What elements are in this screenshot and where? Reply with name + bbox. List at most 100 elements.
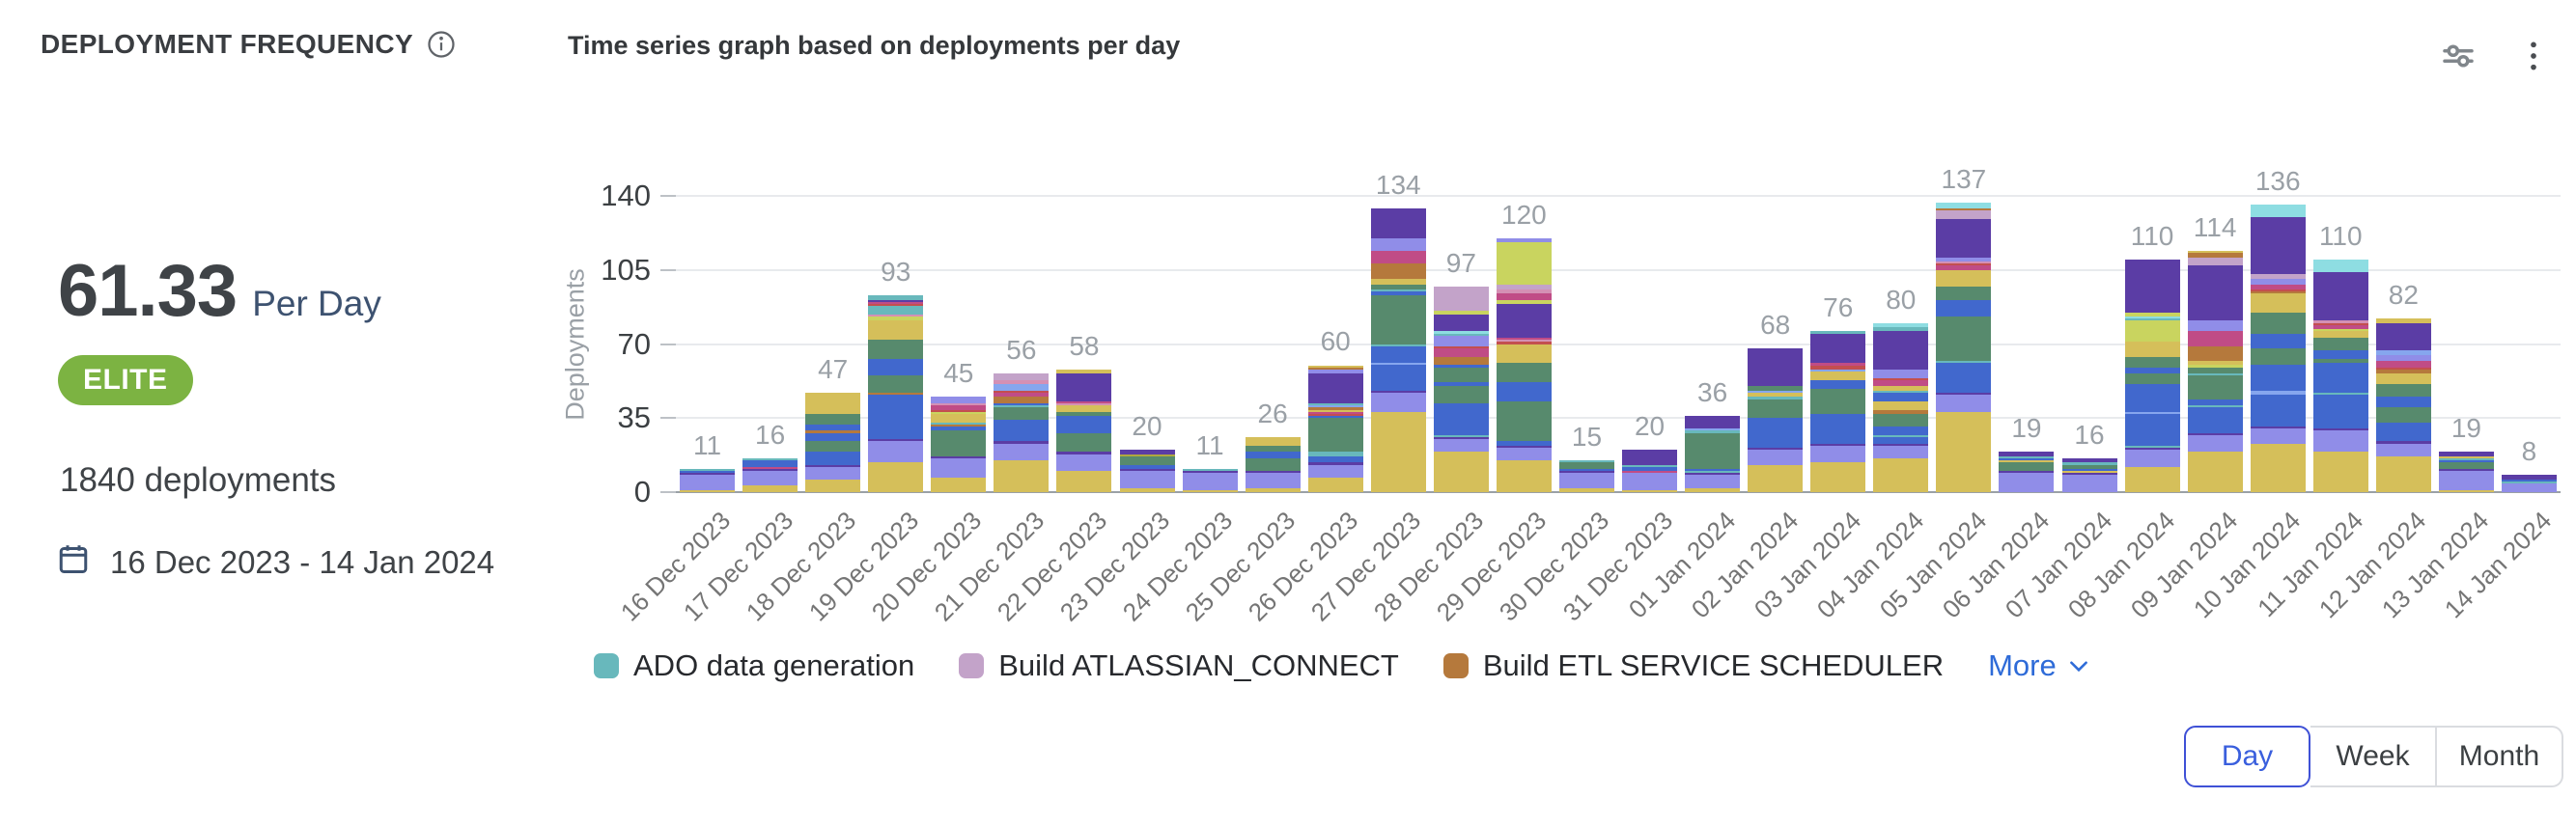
- bar-segment: [2375, 407, 2431, 423]
- bar-segment: [742, 485, 798, 492]
- legend-item-1[interactable]: Build ATLASSIAN_CONNECT: [959, 648, 1399, 683]
- chart-bar[interactable]: [1810, 331, 1866, 492]
- chart-bar[interactable]: [931, 397, 987, 492]
- chart-bar[interactable]: [1999, 452, 2055, 492]
- y-tick-mark: [660, 417, 676, 420]
- bar-segment: [1873, 445, 1929, 458]
- chart-bar[interactable]: [2438, 452, 2494, 492]
- bar-segment: [2124, 413, 2180, 446]
- y-tick-mark: [660, 268, 676, 271]
- bar-segment: [1307, 418, 1363, 453]
- chart-bar[interactable]: [1558, 460, 1614, 492]
- chart-bar[interactable]: [1685, 416, 1741, 492]
- chart-bar[interactable]: [1056, 369, 1112, 492]
- toggle-week-button[interactable]: Week: [2310, 726, 2437, 787]
- chart-bar[interactable]: [1370, 208, 1426, 492]
- bar-segment: [994, 443, 1050, 461]
- legend-item-0[interactable]: ADO data generation: [594, 648, 914, 683]
- bar-segment: [1748, 399, 1804, 419]
- bar-segment: [931, 424, 987, 427]
- bar-segment: [1119, 450, 1175, 454]
- chart-bar[interactable]: [868, 295, 924, 492]
- bar-segment: [2250, 292, 2306, 313]
- bar-segment: [2124, 356, 2180, 368]
- chart-bar[interactable]: [1936, 202, 1992, 492]
- bar-segment: [2438, 489, 2494, 492]
- bar-segment: [1999, 452, 2055, 456]
- bar-segment: [1685, 416, 1741, 429]
- bar-value-label: 68: [1760, 309, 1791, 340]
- chart-bar[interactable]: [2187, 251, 2243, 492]
- bar-segment: [1307, 477, 1363, 492]
- bar-segment: [1685, 430, 1741, 433]
- bar-segment: [994, 405, 1050, 408]
- chart-bar[interactable]: [2501, 475, 2557, 492]
- chart-bar[interactable]: [1433, 287, 1489, 492]
- bar-value-label: 80: [1886, 284, 1917, 315]
- bar-segment: [2061, 464, 2117, 469]
- chart-bar[interactable]: [1119, 450, 1175, 492]
- bar-segment: [994, 441, 1050, 444]
- bar-segment: [1307, 407, 1363, 410]
- bar-segment: [1810, 445, 1866, 463]
- bar-segment: [1119, 455, 1175, 465]
- y-tick-label: 0: [633, 475, 651, 509]
- bar-segment: [1056, 416, 1112, 433]
- chart-bar[interactable]: [742, 457, 798, 492]
- chart-bar[interactable]: [1748, 347, 1804, 492]
- bar-segment: [994, 392, 1050, 398]
- bar-segment: [1119, 468, 1175, 472]
- chart-bar[interactable]: [1622, 450, 1678, 492]
- bar-segment: [1936, 257, 1992, 262]
- bar-segment: [1810, 462, 1866, 492]
- bar-segment: [2375, 318, 2431, 323]
- toggle-day-button[interactable]: Day: [2184, 726, 2310, 787]
- bar-segment: [1056, 452, 1112, 454]
- bar-value-label: 60: [1320, 326, 1351, 357]
- bar-segment: [994, 460, 1050, 492]
- date-range-text: 16 Dec 2023 - 14 Jan 2024: [110, 544, 495, 580]
- chart-bar[interactable]: [2250, 204, 2306, 492]
- bar-segment: [1307, 402, 1363, 406]
- widget-title-text: DEPLOYMENT FREQUENCY: [41, 29, 414, 59]
- y-tick-label: 105: [601, 252, 651, 287]
- bar-segment: [1245, 437, 1301, 446]
- chart-bar[interactable]: [2375, 318, 2431, 492]
- kebab-menu-icon[interactable]: [2512, 35, 2555, 77]
- chart-bar[interactable]: [805, 392, 861, 492]
- bar-segment: [1685, 468, 1741, 472]
- info-icon[interactable]: [427, 30, 456, 59]
- legend-item-2[interactable]: Build ETL SERVICE SCHEDULER: [1442, 648, 1944, 683]
- bar-segment: [1873, 400, 1929, 410]
- bar-segment: [2250, 204, 2306, 218]
- bar-segment: [1370, 344, 1426, 346]
- chart-bar[interactable]: [994, 373, 1050, 492]
- bar-segment: [2250, 390, 2306, 396]
- bar-segment: [1622, 489, 1678, 492]
- bar-segment: [2250, 274, 2306, 279]
- bar-segment: [2312, 322, 2368, 325]
- bar-segment: [1622, 450, 1678, 465]
- toggle-month-button[interactable]: Month: [2437, 726, 2563, 787]
- legend-more-link[interactable]: More: [1988, 648, 2091, 683]
- bar-segment: [2312, 337, 2368, 351]
- chart-bar[interactable]: [1245, 437, 1301, 492]
- bar-segment: [2375, 350, 2431, 355]
- bar-segment: [2250, 428, 2306, 444]
- bar-segment: [2187, 345, 2243, 362]
- chart-bar[interactable]: [2061, 457, 2117, 492]
- chart-bar[interactable]: [2312, 259, 2368, 492]
- chart-bar[interactable]: [1496, 237, 1552, 492]
- chart-bar[interactable]: [680, 468, 736, 492]
- bar-segment: [1748, 347, 1804, 387]
- bar-segment: [2312, 358, 2368, 364]
- bar-segment: [1810, 369, 1866, 372]
- bar-segment: [805, 452, 861, 465]
- chart-bar[interactable]: [2124, 259, 2180, 492]
- bar-segment: [1370, 278, 1426, 286]
- chart-bar[interactable]: [1182, 468, 1238, 492]
- chart-bar[interactable]: [1873, 322, 1929, 492]
- bar-segment: [2312, 329, 2368, 332]
- chart-bar[interactable]: [1307, 365, 1363, 492]
- chart-settings-icon[interactable]: [2437, 35, 2479, 77]
